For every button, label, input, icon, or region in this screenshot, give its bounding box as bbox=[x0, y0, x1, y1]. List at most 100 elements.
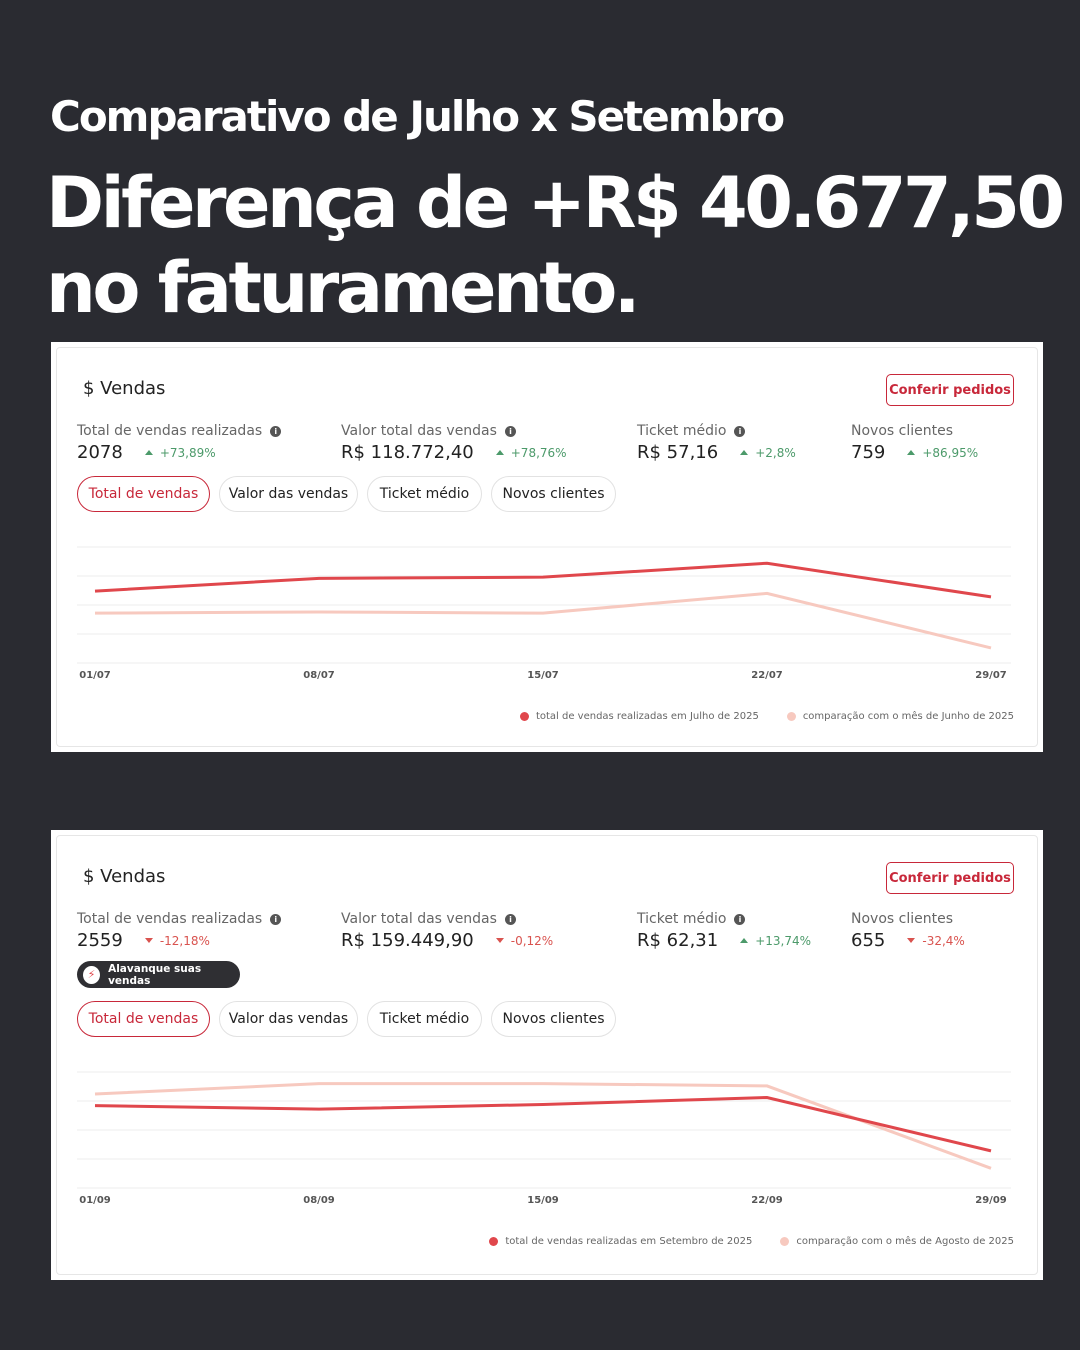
metric-row: R$ 62,31 +13,74% bbox=[637, 930, 811, 951]
metric-value: 2078 bbox=[77, 442, 123, 463]
legend-text: total de vendas realizadas em Julho de 2… bbox=[535, 711, 759, 722]
metric-row: R$ 159.449,90 -0,12% bbox=[341, 930, 553, 951]
metric-label-text: Novos clientes bbox=[851, 423, 953, 439]
legend-dot bbox=[786, 712, 796, 721]
info-icon: i bbox=[270, 913, 282, 925]
info-icon: i bbox=[504, 913, 516, 925]
metric-value: R$ 118.772,40 bbox=[341, 442, 474, 463]
metric-label: Total de vendas realizadas i bbox=[77, 423, 282, 439]
metric-label-text: Ticket médio bbox=[637, 911, 727, 927]
metric-label: Ticket médio i bbox=[637, 423, 746, 439]
metric-label-text: Total de vendas realizadas bbox=[77, 423, 263, 439]
metric-change: -0,12% bbox=[495, 933, 554, 948]
info-icon: i bbox=[504, 425, 516, 437]
tab[interactable]: Valor das vendas bbox=[219, 476, 358, 512]
metric-value: 759 bbox=[851, 442, 886, 463]
change-text: +2,8% bbox=[755, 445, 796, 460]
info-icon: i bbox=[734, 425, 746, 437]
metric-label-text: Novos clientes bbox=[851, 911, 953, 927]
trend-arrow bbox=[740, 938, 749, 943]
legend-item: comparação com o mês de Junho de 2025 bbox=[786, 711, 1014, 722]
x-tick-label: 15/09 bbox=[527, 1195, 559, 1206]
tab[interactable]: Novos clientes bbox=[491, 1001, 616, 1037]
x-tick-label: 29/09 bbox=[975, 1195, 1007, 1206]
badge[interactable]: ⚡ Alavanque suas vendas bbox=[77, 961, 240, 988]
trend-arrow bbox=[740, 450, 749, 455]
x-tick-label: 08/07 bbox=[303, 670, 335, 681]
chart: 01/09 08/09 15/09 22/09 29/09 bbox=[77, 1071, 1011, 1206]
info-icon: i bbox=[734, 913, 746, 925]
trend-arrow bbox=[495, 450, 504, 455]
trend-arrow bbox=[144, 450, 153, 455]
metric-value: R$ 159.449,90 bbox=[341, 930, 474, 951]
trend-arrow bbox=[907, 938, 916, 943]
panel: $ Vendas Conferir pedidos Total de vendas … bbox=[51, 342, 1043, 752]
change-text: -32,4% bbox=[922, 933, 965, 948]
tab[interactable]: Valor das vendas bbox=[219, 1001, 358, 1037]
legend: total de vendas realizadas em Setembro d… bbox=[489, 1236, 1014, 1247]
tab[interactable]: Ticket médio bbox=[367, 1001, 482, 1037]
badge-text: Alavanque suas vendas bbox=[108, 962, 202, 987]
legend: total de vendas realizadas em Julho de 2… bbox=[519, 711, 1014, 722]
trend-arrow bbox=[144, 938, 153, 943]
legend-dot bbox=[519, 712, 529, 721]
x-tick-label: 08/09 bbox=[303, 1195, 335, 1206]
metric-change: +13,74% bbox=[740, 934, 811, 948]
x-tick-label: 29/07 bbox=[975, 670, 1007, 681]
x-tick-label: 01/07 bbox=[79, 670, 111, 681]
line-series bbox=[94, 1082, 992, 1170]
card bbox=[56, 347, 1038, 747]
change-text: +73,89% bbox=[159, 445, 216, 460]
metric-change: +86,95% bbox=[907, 446, 978, 460]
metric-label: Total de vendas realizadas i bbox=[77, 911, 282, 927]
metric-value: 655 bbox=[851, 930, 886, 951]
metric-label-text: Valor total das vendas bbox=[341, 911, 497, 927]
legend-item: comparação com o mês de Agosto de 2025 bbox=[780, 1236, 1014, 1247]
metric-label: Ticket médio i bbox=[637, 911, 746, 927]
metric-row: 759 +86,95% bbox=[851, 442, 978, 463]
change-text: +78,76% bbox=[510, 445, 567, 460]
metric-label-text: Total de vendas realizadas bbox=[77, 911, 263, 927]
card bbox=[56, 835, 1038, 1275]
metric-change: -32,4% bbox=[907, 933, 965, 948]
legend-item: total de vendas realizadas em Setembro d… bbox=[489, 1236, 752, 1247]
x-tick-label: 22/07 bbox=[751, 670, 783, 681]
metric-label-text: Valor total das vendas bbox=[341, 423, 497, 439]
tab[interactable]: Novos clientes bbox=[491, 476, 616, 512]
tab[interactable]: Total de vendas bbox=[77, 476, 210, 512]
legend-dot bbox=[780, 1237, 790, 1246]
line-series bbox=[94, 561, 992, 599]
button[interactable]: Conferir pedidos bbox=[886, 374, 1014, 406]
change-text: -12,18% bbox=[159, 933, 210, 948]
legend-text: comparação com o mês de Junho de 2025 bbox=[802, 711, 1014, 722]
metric-value: 2559 bbox=[77, 930, 123, 951]
change-text: -0,12% bbox=[510, 933, 554, 948]
chart: 01/07 08/07 15/07 22/07 29/07 bbox=[77, 546, 1011, 681]
legend-dot bbox=[489, 1237, 499, 1246]
change-text: +86,95% bbox=[922, 445, 979, 460]
tab[interactable]: Ticket médio bbox=[367, 476, 482, 512]
metric-row: 2078 +73,89% bbox=[77, 442, 216, 463]
metric-change: +73,89% bbox=[144, 445, 216, 460]
metric-label: Novos clientes bbox=[851, 911, 953, 927]
line-series bbox=[94, 591, 992, 650]
panel-title: $ Vendas bbox=[83, 866, 166, 887]
metric-row: R$ 57,16 +2,8% bbox=[637, 442, 796, 463]
tab[interactable]: Total de vendas bbox=[77, 1001, 210, 1037]
metric-change: +78,76% bbox=[495, 445, 567, 460]
button[interactable]: Conferir pedidos bbox=[886, 862, 1014, 894]
metric-label: Novos clientes bbox=[851, 423, 953, 439]
metric-row: R$ 118.772,40 +78,76% bbox=[341, 442, 567, 463]
metric-label: Valor total das vendas i bbox=[341, 423, 516, 439]
x-tick-label: 15/07 bbox=[527, 670, 559, 681]
legend-text: comparação com o mês de Agosto de 2025 bbox=[796, 1236, 1014, 1247]
panel: $ Vendas Conferir pedidos Total de vendas … bbox=[51, 830, 1043, 1280]
badge-icon: ⚡ bbox=[83, 965, 101, 984]
trend-arrow bbox=[907, 450, 916, 455]
line-series bbox=[94, 1096, 992, 1153]
metric-label: Valor total das vendas i bbox=[341, 911, 516, 927]
panel-title: $ Vendas bbox=[83, 378, 166, 399]
metric-change: +2,8% bbox=[740, 446, 796, 460]
metric-label-text: Ticket médio bbox=[637, 423, 727, 439]
